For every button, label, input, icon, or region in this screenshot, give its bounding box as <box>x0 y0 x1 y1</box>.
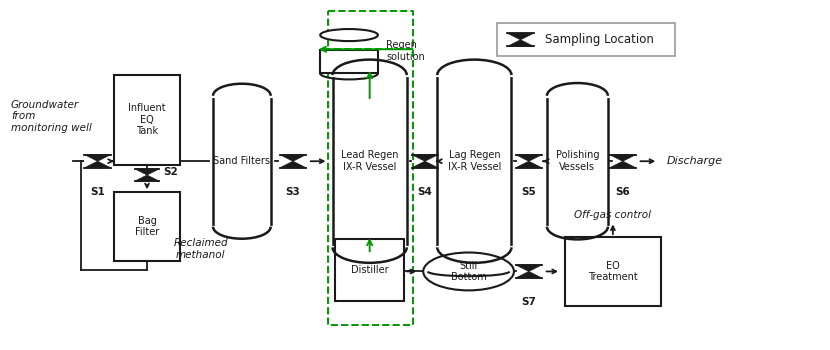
Text: S5: S5 <box>521 187 536 197</box>
Polygon shape <box>85 161 110 168</box>
Text: S3: S3 <box>286 187 300 197</box>
Text: Off-gas control: Off-gas control <box>574 210 652 219</box>
Polygon shape <box>85 155 110 161</box>
Polygon shape <box>507 40 534 47</box>
Bar <box>565 237 661 306</box>
Polygon shape <box>412 161 438 168</box>
Text: Still
Bottom: Still Bottom <box>451 261 486 282</box>
Polygon shape <box>515 155 542 161</box>
Polygon shape <box>609 155 636 161</box>
Text: Sand Filters: Sand Filters <box>213 156 271 166</box>
Bar <box>497 23 675 56</box>
Text: Influent
EQ
Tank: Influent EQ Tank <box>129 103 166 136</box>
Text: Reclaimed
methanol: Reclaimed methanol <box>173 238 228 260</box>
Text: Sampling Location: Sampling Location <box>545 33 654 46</box>
Text: Lag Regen
IX-R Vessel: Lag Regen IX-R Vessel <box>447 150 501 172</box>
Text: EO
Treatment: EO Treatment <box>588 261 637 282</box>
Bar <box>114 192 180 261</box>
Bar <box>547 96 608 227</box>
Polygon shape <box>134 169 159 175</box>
Polygon shape <box>134 175 159 181</box>
Text: Lead Regen
IX-R Vessel: Lead Regen IX-R Vessel <box>341 150 398 172</box>
Bar <box>333 75 407 247</box>
Text: Discharge: Discharge <box>666 156 723 166</box>
Text: S6: S6 <box>615 187 630 197</box>
Polygon shape <box>515 265 542 272</box>
Polygon shape <box>609 161 636 168</box>
Polygon shape <box>412 155 438 161</box>
Text: S1: S1 <box>90 187 105 197</box>
Bar <box>320 50 378 74</box>
Polygon shape <box>515 161 542 168</box>
Text: S4: S4 <box>417 187 432 197</box>
Text: S7: S7 <box>521 297 536 307</box>
Text: Bag
Filter: Bag Filter <box>135 216 159 237</box>
Ellipse shape <box>320 29 378 41</box>
Polygon shape <box>507 33 534 40</box>
Polygon shape <box>280 155 306 161</box>
Text: Regen
solution: Regen solution <box>386 40 425 62</box>
Text: Polishing
Vessels: Polishing Vessels <box>555 150 599 172</box>
Bar <box>114 75 180 164</box>
Text: Distiller: Distiller <box>351 265 388 275</box>
Polygon shape <box>280 161 306 168</box>
Circle shape <box>423 252 514 290</box>
Bar <box>335 239 404 301</box>
Bar <box>213 96 271 227</box>
Text: Groundwater
from
monitoring well: Groundwater from monitoring well <box>11 100 92 133</box>
Bar <box>437 75 511 247</box>
Polygon shape <box>515 272 542 278</box>
Text: S2: S2 <box>164 167 178 177</box>
